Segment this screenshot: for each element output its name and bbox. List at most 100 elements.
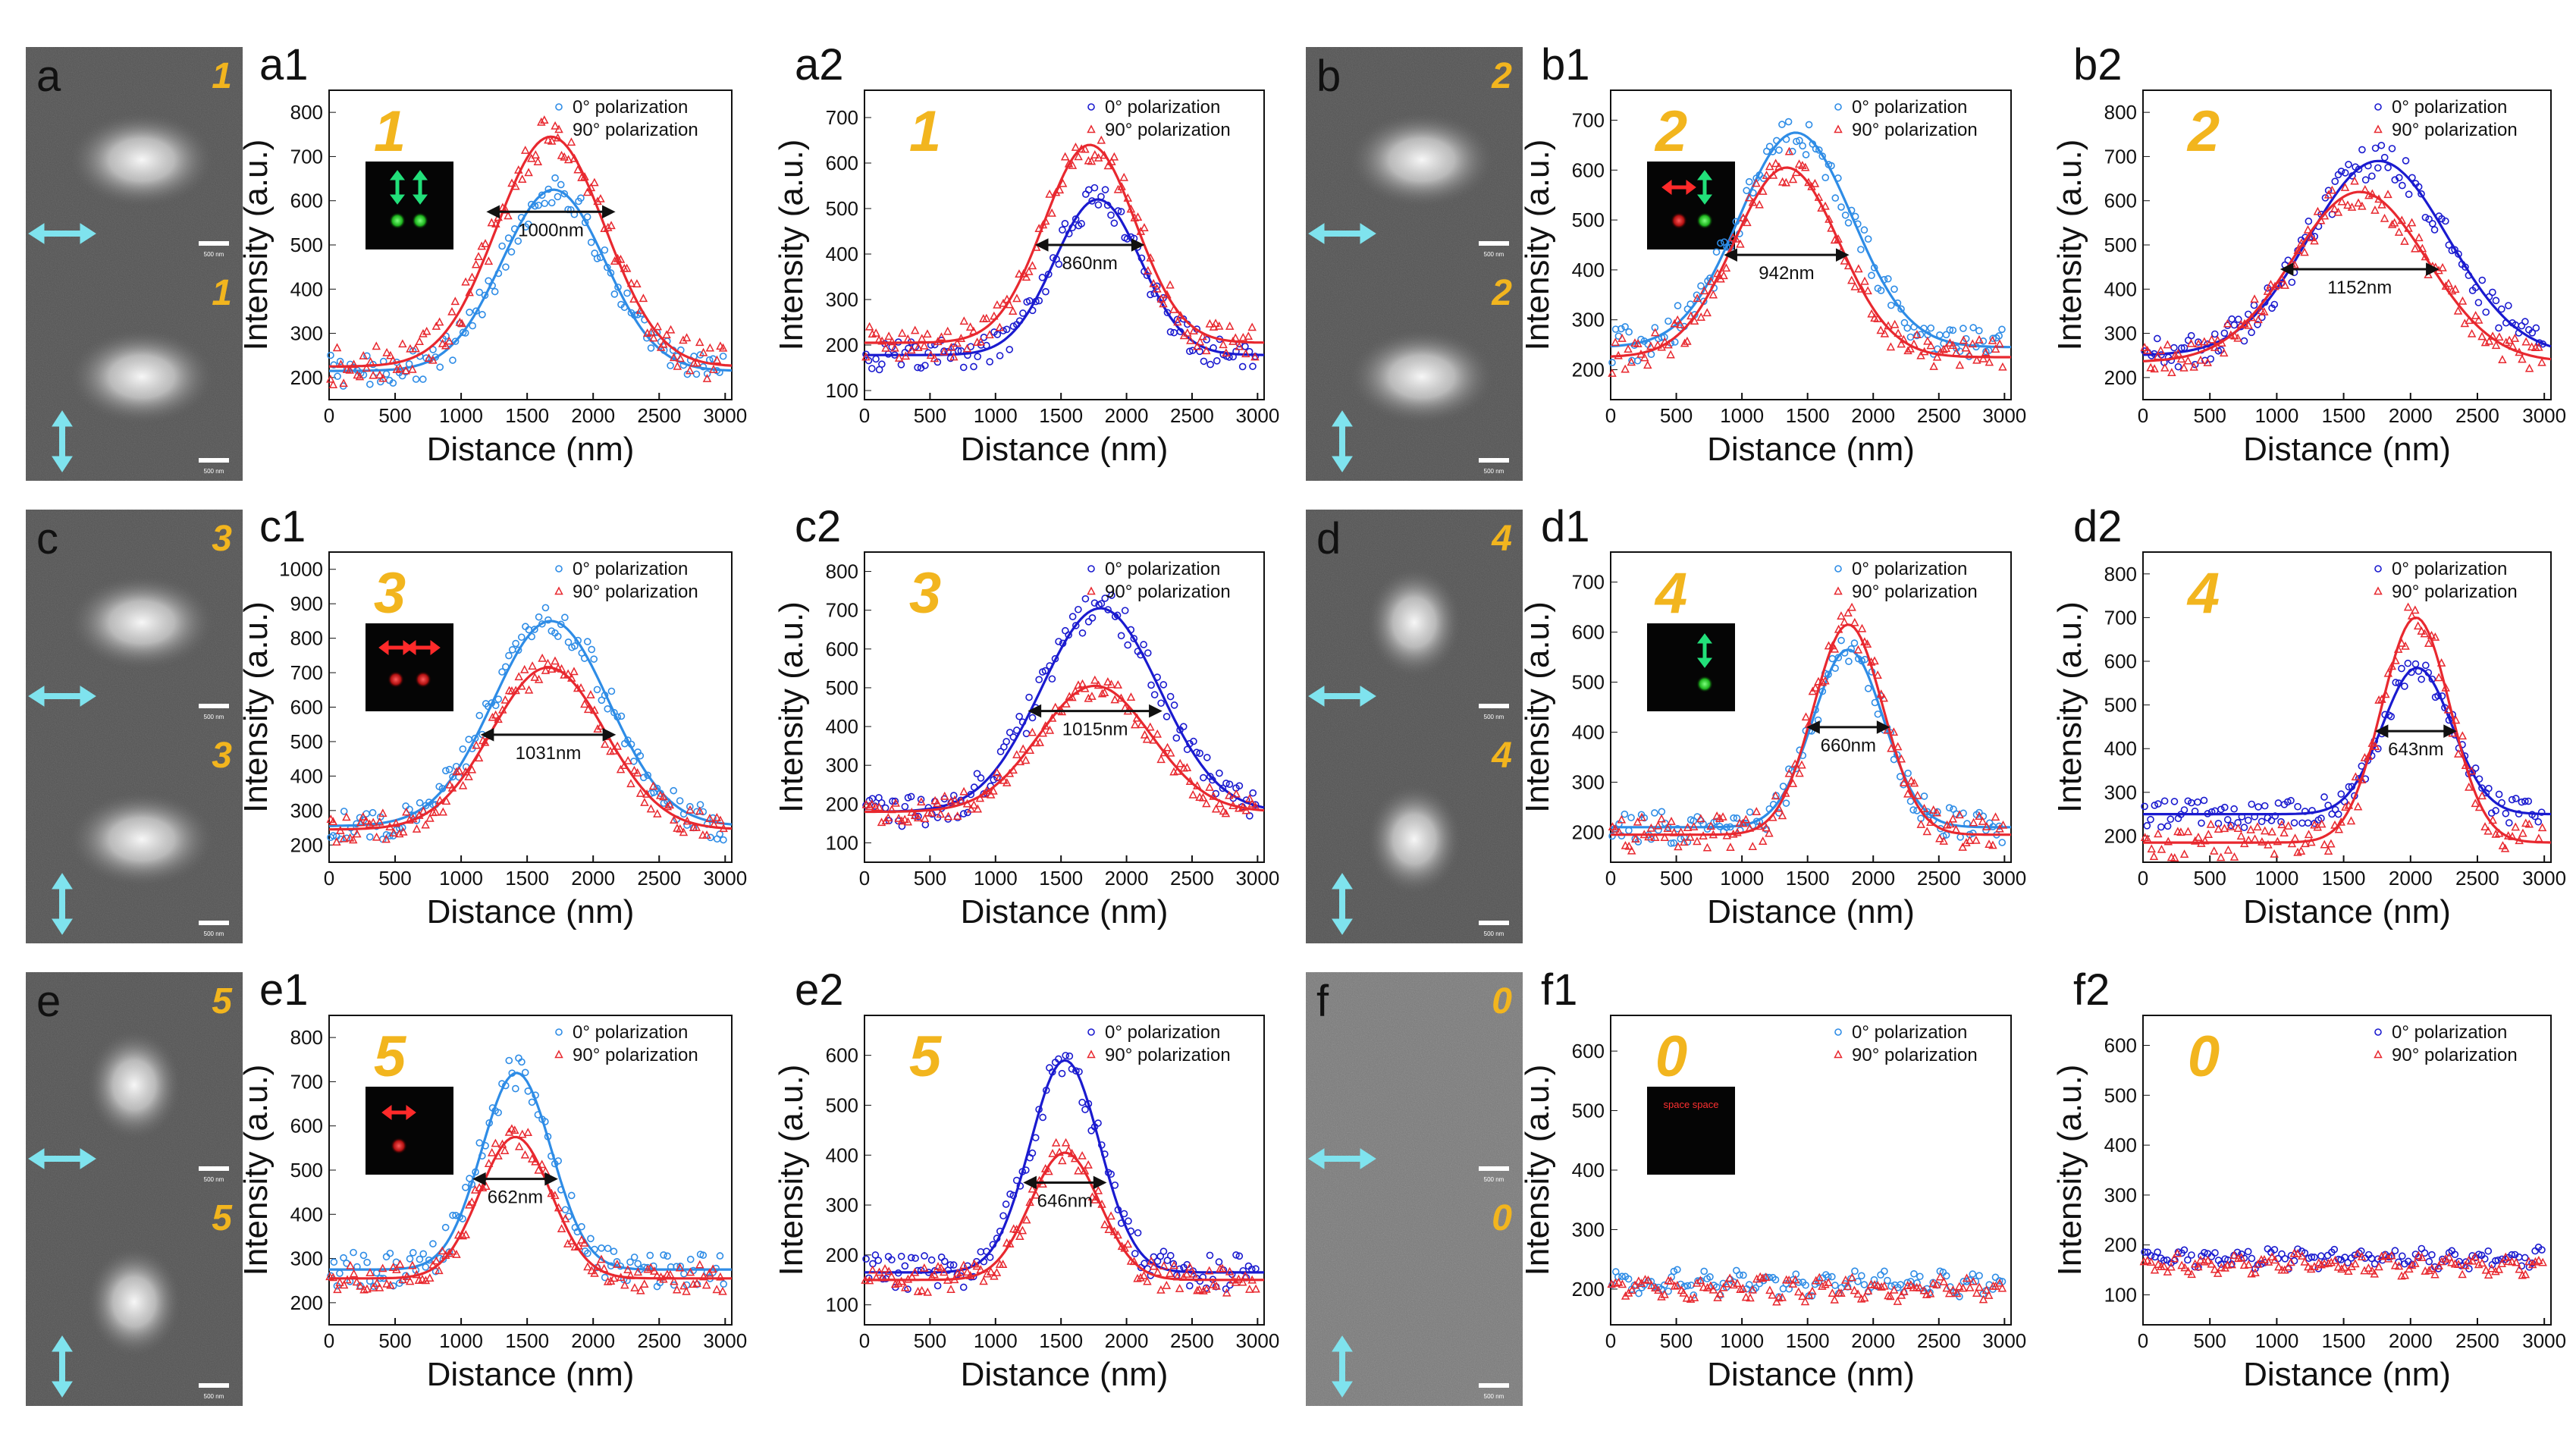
- data-point-90deg: [1225, 790, 1234, 799]
- data-point-0deg: [508, 646, 516, 654]
- data-point-0deg: [1746, 808, 1754, 816]
- data-point-90deg: [2233, 333, 2242, 342]
- data-point-90deg: [920, 814, 930, 823]
- arrow-head: [28, 223, 45, 244]
- data-point-0deg: [535, 201, 542, 209]
- data-point-90deg: [1968, 339, 1977, 348]
- data-point-0deg: [2391, 1247, 2399, 1255]
- data-point-0deg: [2538, 1246, 2546, 1254]
- legend-label-0deg: 0° polarization: [2392, 1022, 2507, 1043]
- data-point-0deg: [2421, 213, 2430, 221]
- data-point-0deg: [1235, 782, 1244, 790]
- arrow-head: [1332, 1335, 1353, 1352]
- data-point-90deg: [1939, 344, 1948, 353]
- scale-bar-label: 500 nm: [1484, 930, 1504, 937]
- particle-spot: [1350, 329, 1494, 424]
- particle-spot: [1367, 784, 1461, 894]
- data-point-0deg: [1144, 649, 1152, 657]
- fluorescence-inset: [1647, 162, 1735, 249]
- data-point-90deg: [2307, 233, 2316, 242]
- data-point-90deg: [867, 799, 877, 808]
- scale-bar-label: 500 nm: [1484, 1176, 1504, 1183]
- data-point-90deg: [1962, 838, 1971, 847]
- chart-layer: 0 500 1000 1500 2000 2500 30002003004005006007…: [237, 40, 2566, 1393]
- data-point-0deg: [1617, 325, 1625, 333]
- data-point-0deg: [445, 765, 453, 773]
- x-axis-title: Distance (nm): [427, 431, 635, 468]
- data-point-0deg: [2345, 783, 2353, 791]
- data-point-0deg: [1927, 324, 1935, 332]
- data-point-90deg: [2340, 183, 2350, 191]
- fit-curve: [1610, 166, 2011, 359]
- data-point-90deg: [2537, 357, 2546, 366]
- fit-curve: [329, 188, 733, 372]
- data-point-90deg: [917, 1285, 927, 1294]
- arrow-head: [1308, 1148, 1325, 1169]
- data-point-90deg: [2296, 846, 2306, 855]
- data-point-90deg: [884, 331, 893, 340]
- data-point-0deg: [2298, 819, 2306, 827]
- data-point-90deg: [2418, 1253, 2427, 1261]
- y-tick-label: 200: [1572, 1278, 1605, 1301]
- data-point-90deg: [477, 241, 486, 250]
- chart-panel-label: c1: [259, 502, 306, 551]
- data-point-90deg: [705, 343, 715, 352]
- data-point-90deg: [2444, 1252, 2454, 1261]
- data-point-90deg: [2303, 224, 2313, 234]
- data-point-90deg: [484, 1159, 494, 1167]
- data-point-90deg: [2196, 355, 2205, 364]
- data-point-90deg: [686, 805, 695, 814]
- data-point-0deg: [1916, 1272, 1924, 1281]
- data-point-90deg: [2474, 1260, 2483, 1269]
- data-point-90deg: [1074, 152, 1083, 161]
- data-point-90deg: [339, 378, 348, 388]
- y-tick-label: 600: [290, 1115, 323, 1137]
- chart-d2: 0 500 1000 1500 2000 2500 30002003004005006007…: [2051, 502, 2566, 930]
- data-point-90deg: [362, 363, 372, 372]
- data-point-90deg: [590, 177, 599, 187]
- emission-dot: [415, 671, 431, 688]
- data-point-90deg: [1873, 1280, 1882, 1289]
- data-point-90deg: [1012, 750, 1021, 758]
- data-point-90deg: [2310, 820, 2319, 829]
- data-point-0deg: [330, 1258, 338, 1266]
- data-point-0deg: [505, 1056, 513, 1065]
- data-point-0deg: [2474, 299, 2483, 306]
- data-point-90deg: [2186, 338, 2196, 347]
- data-point-90deg: [1765, 162, 1774, 171]
- data-point-90deg: [2239, 1260, 2249, 1269]
- data-point-0deg: [2267, 817, 2276, 824]
- data-point-0deg: [1249, 362, 1257, 370]
- data-point-90deg: [455, 317, 465, 326]
- emission-dot: [391, 1137, 407, 1154]
- data-point-90deg: [2447, 1257, 2456, 1266]
- arrow-head: [52, 918, 73, 935]
- data-point-0deg: [517, 633, 526, 642]
- data-point-0deg: [2160, 797, 2169, 805]
- data-point-90deg: [2260, 306, 2269, 315]
- data-point-90deg: [969, 800, 979, 809]
- data-point-90deg: [995, 772, 1005, 781]
- data-point-0deg: [1765, 143, 1774, 150]
- y-tick-label: 700: [290, 1070, 323, 1093]
- y-tick-label: 700: [826, 599, 858, 622]
- data-point-90deg: [1975, 334, 1984, 344]
- data-point-0deg: [1608, 832, 1616, 840]
- data-point-90deg: [1948, 1285, 1958, 1294]
- vertical-polarization-arrow-icon: [52, 1335, 73, 1398]
- data-point-0deg: [2311, 1254, 2318, 1261]
- emission-dot: [412, 212, 428, 229]
- data-point-0deg: [535, 613, 543, 621]
- micrograph-panel-label: c: [36, 514, 58, 563]
- vertical-arrow-icon: [1697, 170, 1712, 205]
- data-point-0deg: [583, 638, 591, 645]
- data-point-90deg: [547, 136, 557, 145]
- data-point-0deg: [2223, 816, 2232, 824]
- data-point-90deg: [1761, 1272, 1771, 1282]
- data-point-90deg: [484, 256, 494, 265]
- data-point-90deg: [1188, 789, 1197, 799]
- data-point-90deg: [679, 335, 688, 344]
- data-point-90deg: [375, 370, 384, 379]
- data-point-0deg: [524, 220, 532, 228]
- data-point-90deg: [2150, 364, 2159, 373]
